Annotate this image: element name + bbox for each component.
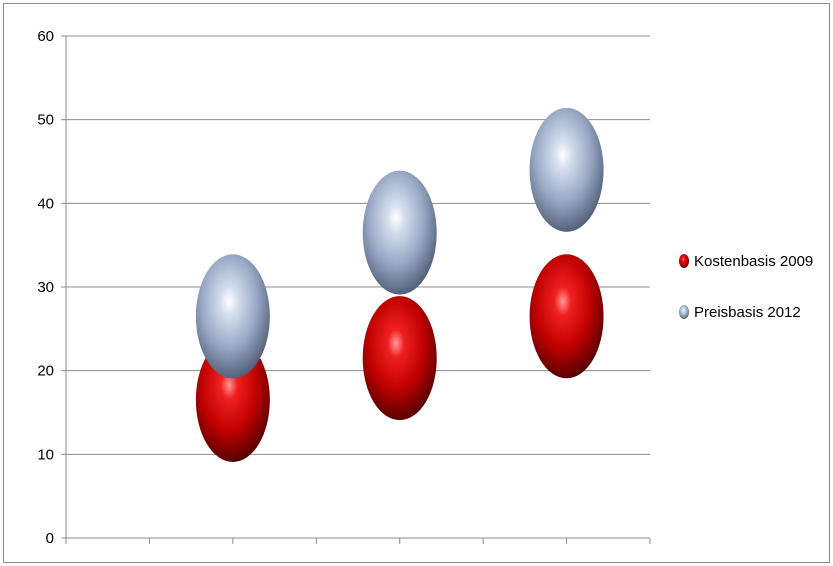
axes: 0 10 20 30 40 50 60 bbox=[37, 28, 651, 547]
legend: Kostenbasis 2009 Preisbasis 2012 bbox=[679, 253, 813, 321]
marker-kostenbasis-3 bbox=[529, 254, 604, 379]
y-tick-label-40: 40 bbox=[37, 195, 54, 212]
marker-kostenbasis-2 bbox=[362, 296, 437, 421]
marker-preisbasis-2 bbox=[362, 170, 437, 295]
legend-marker-preisbasis bbox=[679, 305, 689, 319]
marker-preisbasis-3 bbox=[529, 107, 604, 232]
gridlines bbox=[66, 35, 650, 455]
y-tick-label-50: 50 bbox=[37, 112, 54, 129]
y-tick-label-60: 60 bbox=[37, 28, 54, 45]
y-tick-label-10: 10 bbox=[37, 446, 54, 463]
y-tick-label-30: 30 bbox=[37, 279, 54, 296]
legend-marker-kostenbasis bbox=[679, 254, 689, 268]
y-tick-label-0: 0 bbox=[46, 530, 54, 547]
data-markers bbox=[195, 107, 604, 462]
marker-preisbasis-1 bbox=[195, 254, 270, 379]
y-tick-label-20: 20 bbox=[37, 363, 54, 380]
legend-label-kostenbasis: Kostenbasis 2009 bbox=[694, 253, 813, 270]
legend-label-preisbasis: Preisbasis 2012 bbox=[694, 304, 801, 321]
